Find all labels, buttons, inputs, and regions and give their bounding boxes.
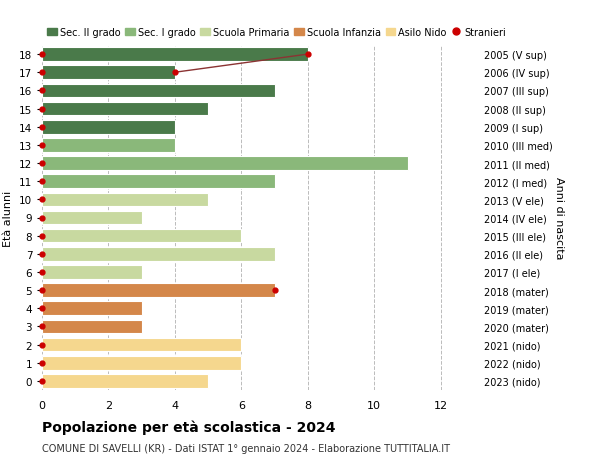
Bar	[42, 302, 142, 315]
Y-axis label: Anni di nascita: Anni di nascita	[554, 177, 563, 259]
Bar	[42, 284, 275, 297]
Bar	[42, 48, 308, 62]
Bar	[42, 247, 275, 261]
Bar	[42, 84, 275, 98]
Bar	[42, 175, 275, 189]
Bar	[42, 338, 241, 352]
Bar	[42, 266, 142, 279]
Text: Popolazione per età scolastica - 2024: Popolazione per età scolastica - 2024	[42, 420, 335, 435]
Legend: Sec. II grado, Sec. I grado, Scuola Primaria, Scuola Infanzia, Asilo Nido, Stran: Sec. II grado, Sec. I grado, Scuola Prim…	[47, 28, 506, 38]
Bar	[42, 211, 142, 225]
Bar	[42, 66, 175, 80]
Bar	[42, 356, 241, 370]
Bar	[42, 102, 208, 116]
Bar	[42, 230, 241, 243]
Bar	[42, 157, 407, 170]
Text: COMUNE DI SAVELLI (KR) - Dati ISTAT 1° gennaio 2024 - Elaborazione TUTTITALIA.IT: COMUNE DI SAVELLI (KR) - Dati ISTAT 1° g…	[42, 443, 450, 453]
Y-axis label: Età alunni: Età alunni	[4, 190, 13, 246]
Bar	[42, 121, 175, 134]
Bar	[42, 139, 175, 152]
Bar	[42, 374, 208, 388]
Bar	[42, 193, 208, 207]
Bar	[42, 320, 142, 334]
